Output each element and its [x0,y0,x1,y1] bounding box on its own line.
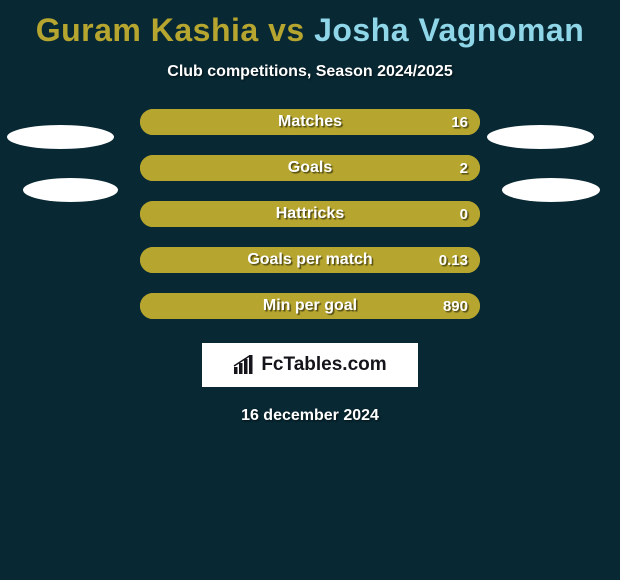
barchart-icon [233,355,255,375]
bar-fill [140,201,480,227]
player2-name: Josha Vagnoman [314,12,584,48]
bar-fill [140,247,480,273]
stat-row: Min per goal890 [0,293,620,319]
placeholder-ellipse [487,125,594,149]
logo-prefix: Fc [261,354,283,375]
stat-value: 16 [451,109,468,135]
logo-text: FcTables.com [261,354,386,376]
bar-fill [140,109,480,135]
placeholder-ellipse [23,178,118,202]
placeholder-ellipse [502,178,600,202]
date-text: 16 december 2024 [0,407,620,425]
stat-value: 890 [443,293,468,319]
stat-value: 0.13 [439,247,468,273]
placeholder-ellipse [7,125,114,149]
player1-name: Guram Kashia [36,12,259,48]
vs-separator: vs [259,12,314,48]
bar-fill [140,293,480,319]
stat-value: 2 [460,155,468,181]
logo-suffix: Tables.com [284,354,387,375]
stat-value: 0 [460,201,468,227]
fctables-logo: FcTables.com [202,343,418,387]
stat-row: Hattricks0 [0,201,620,227]
subtitle: Club competitions, Season 2024/2025 [0,63,620,81]
stat-row: Goals per match0.13 [0,247,620,273]
bar-fill [140,155,480,181]
page-title: Guram Kashia vs Josha Vagnoman [0,0,620,49]
stat-row: Goals2 [0,155,620,181]
